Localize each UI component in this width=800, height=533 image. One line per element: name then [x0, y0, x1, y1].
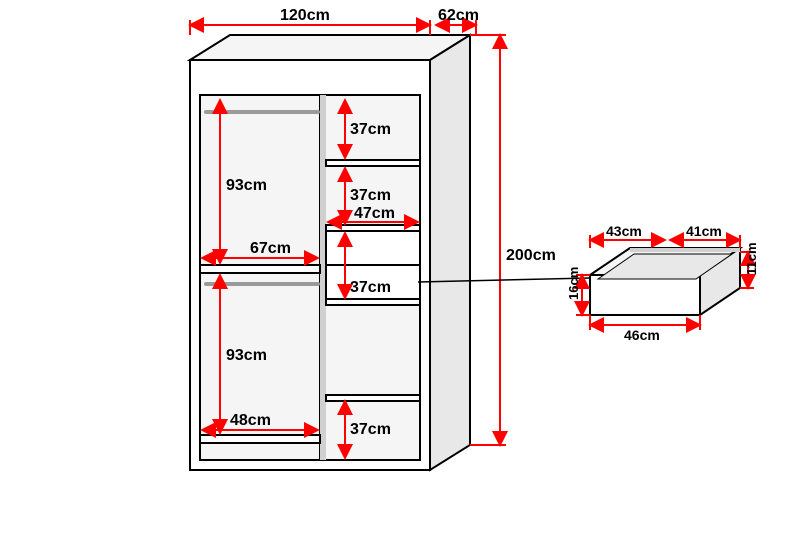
dim-r37-4: 37cm: [350, 421, 391, 438]
dim-height: 200cm: [506, 247, 556, 264]
dim-left-h2: 93cm: [226, 347, 267, 364]
wardrobe: 120cm 62cm 200cm 93cm 67cm 93cm 48cm 37c…: [190, 7, 556, 470]
dim-left-wbot: 48cm: [230, 412, 271, 429]
dim-drawer-43: 43cm: [606, 223, 642, 239]
dim-r37-2: 37cm: [350, 187, 391, 204]
dim-r47: 47cm: [354, 205, 395, 222]
dim-drawer-11: 11cm: [744, 242, 759, 275]
dim-left-wmid: 67cm: [250, 240, 291, 257]
drawer-detail: 43cm 41cm 16cm 11cm 46cm: [566, 223, 759, 343]
drawer-slot-1: [326, 231, 420, 265]
dim-drawer-46: 46cm: [624, 327, 660, 343]
dimension-diagram: 120cm 62cm 200cm 93cm 67cm 93cm 48cm 37c…: [0, 0, 800, 533]
dim-depth-top: 62cm: [438, 7, 479, 24]
dim-drawer-41: 41cm: [686, 223, 722, 239]
wardrobe-top: [190, 35, 470, 60]
wardrobe-side: [430, 35, 470, 470]
dim-r37-1: 37cm: [350, 121, 391, 138]
dim-width-top: 120cm: [280, 7, 330, 24]
dim-r37-3: 37cm: [350, 279, 391, 296]
left-mid-shelf: [200, 265, 320, 273]
left-bot-shelf: [200, 435, 320, 443]
dim-left-h1: 93cm: [226, 177, 267, 194]
dim-drawer-16: 16cm: [566, 267, 581, 300]
